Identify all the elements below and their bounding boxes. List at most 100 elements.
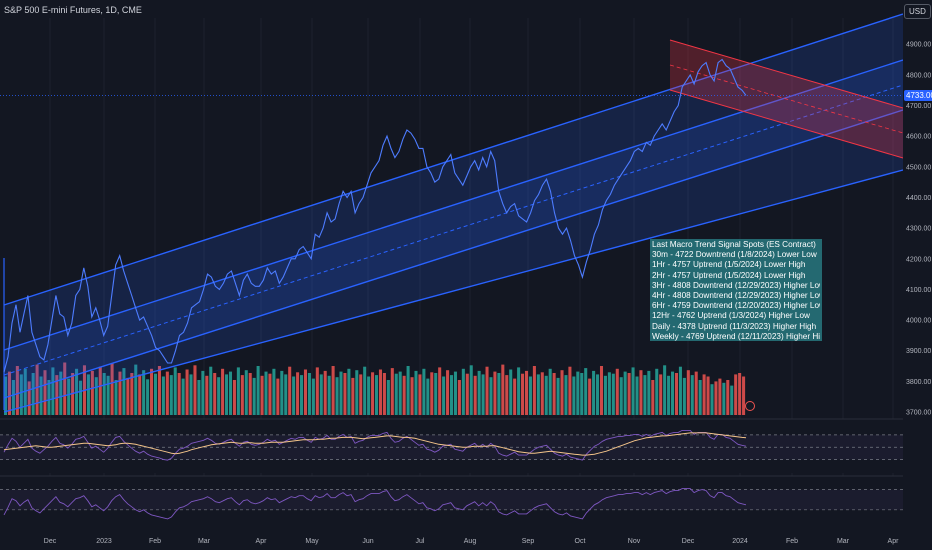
channel-line: [3, 59, 904, 351]
volume-bar: [509, 369, 513, 415]
volume-bar: [651, 380, 655, 415]
volume-bar: [375, 375, 379, 415]
volume-bar: [473, 375, 477, 415]
volume-bar: [584, 368, 588, 415]
volume-bar: [434, 373, 438, 415]
volume-bar: [260, 375, 264, 415]
channel-line: [3, 169, 904, 413]
volume-bar: [276, 378, 280, 415]
volume-bar: [378, 369, 382, 415]
volume-bar: [27, 381, 31, 415]
volume-bar: [90, 370, 94, 415]
volume-bar: [532, 366, 536, 415]
volume-bar: [390, 368, 394, 415]
rsi-ma-line: [3, 432, 747, 456]
volume-bar: [568, 366, 572, 415]
currency-button[interactable]: USD: [904, 4, 931, 19]
volume-bar: [738, 373, 742, 415]
volume-bar: [710, 384, 714, 415]
price-series: [0, 58, 903, 411]
volume-bar: [734, 374, 738, 415]
volume-bar: [386, 380, 390, 415]
x-tick-label: Aug: [464, 538, 477, 545]
volume-bar: [426, 378, 430, 415]
signal-row: Daily - 4378 Uptrend (11/3/2023) Higher …: [652, 321, 817, 331]
volume-bar: [292, 376, 296, 415]
volume-bar: [138, 374, 142, 415]
channel-inner-fill: [4, 60, 903, 398]
signal-row: 30m - 4722 Downtrend (1/8/2024) Lower Lo…: [652, 250, 817, 260]
volume-bar: [501, 364, 505, 415]
volume-bar: [15, 366, 19, 415]
volume-bar: [667, 375, 671, 415]
volume-bar: [671, 371, 675, 415]
y-tick-label: 4100.00: [906, 287, 931, 294]
volume-bar: [528, 376, 532, 415]
x-tick-label: 2023: [96, 538, 112, 545]
volume-bar: [615, 368, 619, 415]
volume-bar: [51, 367, 55, 415]
x-tick-label: Sep: [522, 538, 535, 545]
signal-table: Last Macro Trend Signal Spots (ES Contra…: [650, 239, 822, 341]
volume-bar: [438, 367, 442, 415]
x-tick-label: Feb: [786, 538, 798, 545]
volume-bar: [134, 364, 138, 415]
volume-bar: [150, 368, 154, 415]
volume-bar: [564, 375, 568, 415]
volume-bar: [240, 375, 244, 415]
volume-bar: [264, 371, 268, 415]
volume-bar: [706, 376, 710, 415]
volume-bar: [536, 374, 540, 415]
volume-bar: [122, 368, 126, 415]
x-tick-label: Mar: [198, 538, 211, 545]
volume-bar: [7, 371, 11, 415]
volume-bar: [394, 373, 398, 415]
price-axis: 4900.00 4800.00 4700.00 4600.00 4500.00 4400.…: [903, 0, 932, 550]
x-tick-label: Dec: [44, 538, 57, 545]
volume-bar: [268, 373, 272, 415]
signal-row: 2Hr - 4757 Uptrend (1/5/2024) Lower High: [652, 270, 806, 280]
volume-bar: [643, 375, 647, 415]
volume-bar: [548, 368, 552, 415]
volume-bar: [635, 376, 639, 415]
volume-bar: [382, 373, 386, 415]
axis-background: [903, 0, 932, 550]
volume-bar: [130, 373, 134, 415]
volume-bar: [47, 380, 51, 415]
volume-bar: [86, 374, 90, 415]
volume-bar: [55, 375, 59, 415]
volume-bar: [181, 378, 185, 415]
volume-bar: [272, 368, 276, 415]
volume-bar: [580, 373, 584, 415]
down-channel-line: [669, 39, 904, 109]
regression-channel: [3, 13, 904, 413]
volume-bar: [524, 370, 529, 415]
x-tick-label: Oct: [575, 538, 586, 545]
oscillator-line: [3, 488, 747, 520]
y-tick-label: 4000.00: [906, 318, 931, 325]
x-tick-label: Apr: [888, 538, 900, 545]
volume-bar: [623, 371, 627, 415]
signal-row: 12Hr - 4762 Uptrend (1/3/2024) Higher Lo…: [652, 311, 810, 321]
volume-bar: [343, 373, 347, 415]
volume-bar: [694, 371, 698, 415]
volume-bar: [78, 380, 83, 415]
volume-bar: [493, 371, 497, 415]
volume-bar: [742, 376, 746, 415]
volume-bar: [698, 380, 702, 415]
volume-bar: [59, 371, 63, 415]
volume-bar: [611, 373, 615, 415]
volume-bar: [307, 373, 311, 415]
volume-bar: [690, 375, 694, 415]
volume-bar: [461, 368, 465, 415]
volume-bar: [588, 378, 592, 415]
volume-bar: [560, 370, 564, 415]
volume-bar: [189, 374, 193, 415]
volume-bar: [339, 371, 343, 415]
volume-bar: [627, 373, 631, 415]
volume-bar: [280, 370, 284, 415]
alert-marker-icon: [745, 401, 755, 411]
volume-bar: [449, 375, 454, 415]
